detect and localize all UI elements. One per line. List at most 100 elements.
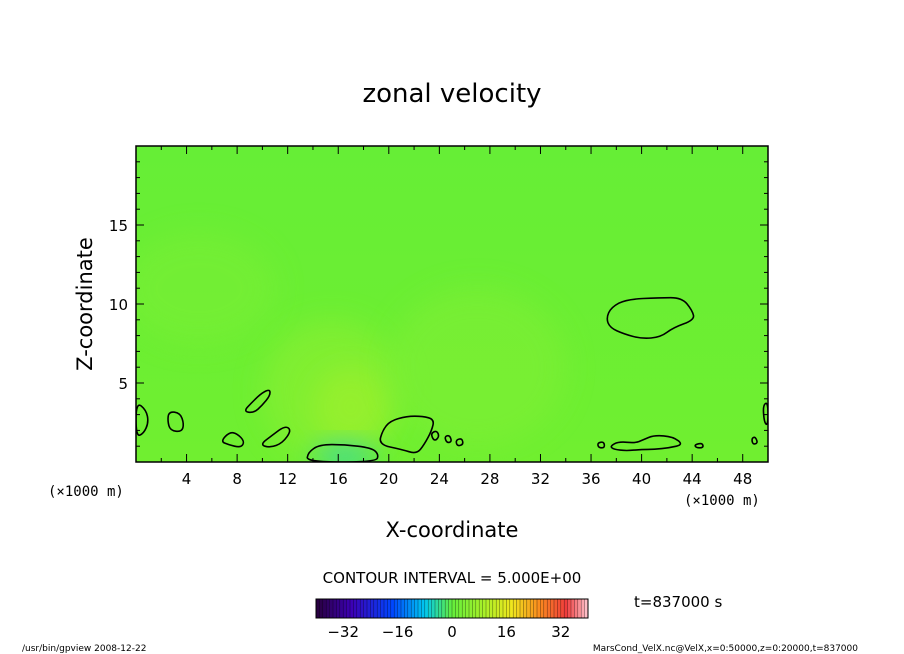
colorbar-cell-26 [404,599,409,618]
colorbar-cell-74 [567,599,572,618]
colorbar-tick-label--32: −32 [327,623,359,641]
colorbar-cell-10 [350,599,354,618]
x-tick-label-36: 36 [581,470,600,488]
colorbar-cell-59 [516,599,521,618]
x-tick-label-28: 28 [480,470,499,488]
field-blob-2 [388,288,566,447]
colorbar-cell-77 [577,599,582,618]
colorbar-cell-34 [431,599,436,618]
colorbar-cell-6 [336,599,341,618]
contour-line-2 [136,404,149,437]
colorbar-cell-30 [418,599,422,618]
colorbar-cell-48 [479,599,483,618]
colorbar-cell-16 [370,599,375,618]
colorbar-cell-5 [333,599,337,618]
colorbar-cell-2 [322,599,327,618]
colorbar-cell-52 [492,599,497,618]
colorbar-cell-71 [557,599,562,618]
colorbar-cell-4 [329,599,334,618]
contour-lines [136,296,768,462]
colorbar-cell-9 [346,599,351,618]
contour-interval-label: CONTOUR INTERVAL = 5.000E+00 [323,569,582,587]
colorbar-cell-44 [465,599,470,618]
field-blob-3 [136,232,276,344]
colorbar-cell-69 [550,599,555,618]
x-tick-label-48: 48 [733,470,752,488]
colorbar-tick-label--16: −16 [382,623,414,641]
colorbar-cell-61 [523,599,528,618]
colorbar-cell-53 [496,599,500,618]
colorbar-cell-56 [506,599,511,618]
colorbar-cell-25 [401,599,405,618]
colorbar-cell-37 [441,599,446,618]
colorbar-cell-58 [513,599,517,618]
colorbar-cell-28 [411,599,415,618]
colorbar-cell-60 [520,599,524,618]
field-blob-1 [312,367,389,447]
x-unit-left: (×1000 m) [48,484,124,500]
x-tick-label-4: 4 [182,470,192,488]
colorbar-cell-33 [428,599,432,618]
colorbar-cell-21 [387,599,392,618]
colorbar-cell-43 [462,599,466,618]
colorbar-cell-50 [486,599,490,618]
colorbar-cell-29 [414,599,419,618]
x-tick-label-44: 44 [683,470,702,488]
field-blob-4 [312,443,377,462]
colorbar-cell-65 [537,599,541,618]
colorbar-cell-32 [424,599,429,618]
colorbar-cell-14 [363,599,368,618]
field-variations [136,232,566,462]
x-axis-label: X-coordinate [386,518,519,542]
colorbar-cell-75 [571,599,575,618]
colorbar-tick-label-32: 32 [551,623,570,641]
y-axis-label: Z-coordinate [73,237,97,371]
colorbar-cell-63 [530,599,534,618]
colorbar-cell-3 [326,599,330,618]
x-tick-label-24: 24 [430,470,449,488]
colorbar-cell-47 [475,599,480,618]
colorbar-cell-45 [469,599,473,618]
colorbar-cell-11 [353,599,358,618]
x-tick-label-16: 16 [329,470,348,488]
x-unit-right: (×1000 m) [684,493,760,509]
x-axis: 4 8 12 16 20 24 28 32 36 40 44 48 [135,146,769,488]
y-tick-label-10: 10 [109,296,128,314]
colorbar [315,598,589,619]
colorbar-frame [315,598,589,619]
colorbar-cell-51 [489,599,494,618]
contour-line-0 [606,296,695,339]
contour-line-8 [261,426,291,448]
contour-line-11 [455,438,464,447]
colorbar-cell-20 [384,599,388,618]
contour-line-1 [245,389,271,414]
contour-line-6 [610,434,682,452]
contour-line-15 [694,442,704,449]
colorbar-cell-73 [564,599,568,618]
colorbar-cell-38 [445,599,449,618]
colorbar-cell-1 [319,599,324,618]
colorbar-cell-79 [584,599,589,618]
contour-line-13 [751,436,758,445]
colorbar-cell-17 [373,599,378,618]
colorbar-cell-68 [547,599,551,618]
colorbar-cell-18 [377,599,381,618]
colorbar-cell-12 [356,599,361,618]
chart-title: zonal velocity [362,79,541,109]
colorbar-cell-7 [339,599,344,618]
colorbar-cell-31 [421,599,426,618]
colorbar-cell-13 [360,599,364,618]
colorbar-tick-label-0: 0 [447,623,457,641]
contour-line-7 [221,431,245,448]
colorbar-cell-0 [316,599,320,618]
colorbar-cell-15 [367,599,371,618]
colorbar-cell-66 [540,599,545,618]
contour-line-3 [167,411,185,433]
time-label: t=837000 s [634,593,722,611]
colorbar-cell-22 [390,599,395,618]
colorbar-cell-64 [533,599,538,618]
colorbar-cell-62 [526,599,531,618]
contour-line-14 [597,441,606,449]
